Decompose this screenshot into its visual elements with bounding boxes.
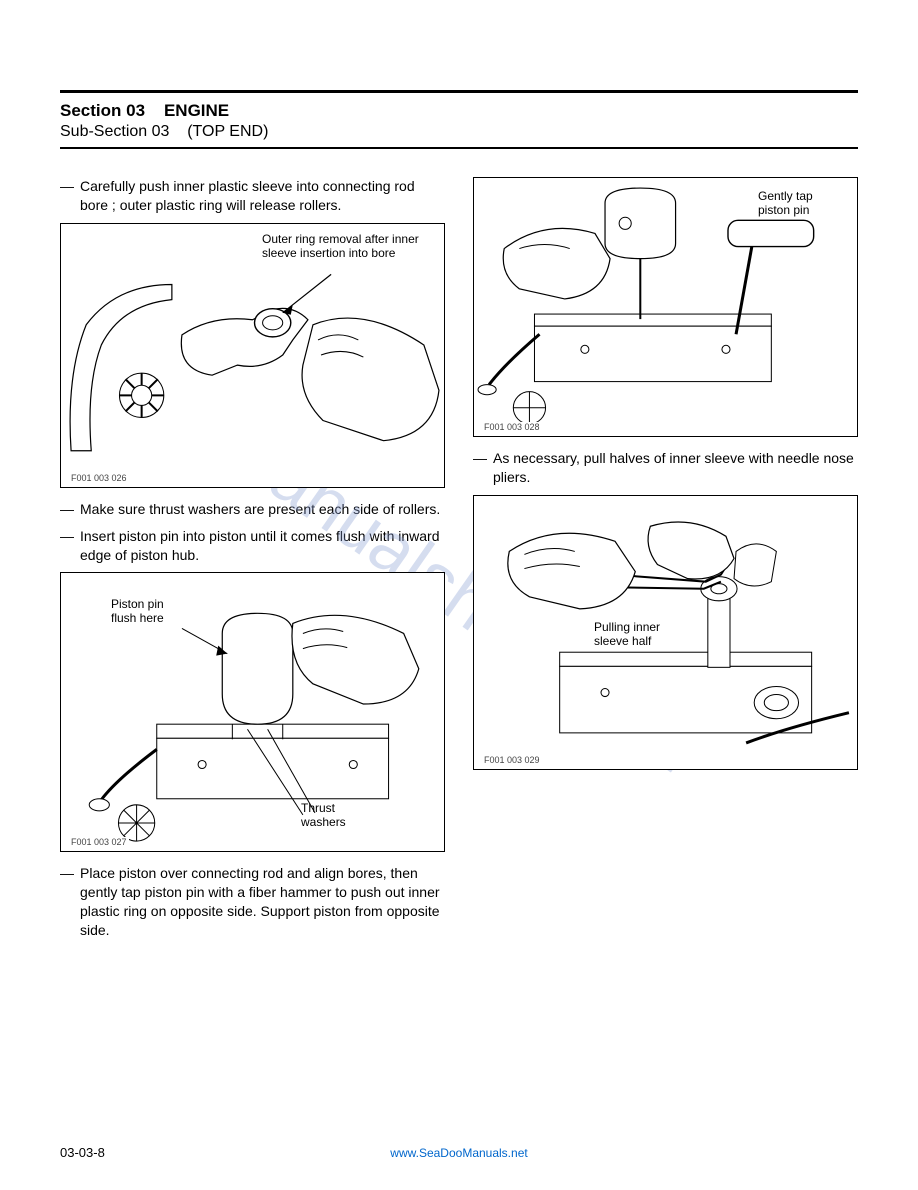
instruction-3: — Insert piston pin into piston until it… bbox=[60, 527, 445, 565]
instruction-5: — As necessary, pull halves of inner sle… bbox=[473, 449, 858, 487]
figure-2-code: F001 003 027 bbox=[69, 837, 129, 847]
subsection-label: Sub-Section 03 bbox=[60, 123, 169, 140]
instruction-text: As necessary, pull halves of inner sleev… bbox=[493, 449, 858, 487]
header: Section 03 ENGINE Sub-Section 03 (TOP EN… bbox=[60, 101, 858, 141]
subsection: Sub-Section 03 (TOP END) bbox=[60, 123, 858, 141]
figure-3-label: Gently tap piston pin bbox=[758, 190, 843, 218]
instruction-1: — Carefully push inner plastic sleeve in… bbox=[60, 177, 445, 215]
figure-4-code: F001 003 029 bbox=[482, 755, 542, 765]
instruction-4: — Place piston over connecting rod and a… bbox=[60, 864, 445, 940]
bullet-dash: — bbox=[60, 864, 74, 940]
bullet-dash: — bbox=[60, 177, 74, 215]
instruction-text: Carefully push inner plastic sleeve into… bbox=[80, 177, 445, 215]
section-label: Section 03 bbox=[60, 101, 145, 120]
figure-4: Pulling inner sleeve half F001 003 029 bbox=[473, 495, 858, 770]
figure-2-label-2: Thrust washers bbox=[301, 802, 371, 830]
rule-top bbox=[60, 90, 858, 93]
instruction-text: Make sure thrust washers are present eac… bbox=[80, 500, 440, 519]
subsection-name: (TOP END) bbox=[187, 123, 268, 140]
figure-1-code: F001 003 026 bbox=[69, 473, 129, 483]
left-column: — Carefully push inner plastic sleeve in… bbox=[60, 177, 445, 948]
figure-1-label: Outer ring removal after inner sleeve in… bbox=[262, 232, 432, 261]
rule-under-header bbox=[60, 147, 858, 149]
content-columns: — Carefully push inner plastic sleeve in… bbox=[60, 177, 858, 948]
figure-4-label: Pulling inner sleeve half bbox=[594, 621, 684, 649]
figure-3: Gently tap piston pin F001 003 028 bbox=[473, 177, 858, 437]
instruction-text: Place piston over connecting rod and ali… bbox=[80, 864, 445, 940]
bullet-dash: — bbox=[473, 449, 487, 487]
right-column: Gently tap piston pin F001 003 028 — As … bbox=[473, 177, 858, 948]
section-name: ENGINE bbox=[164, 101, 229, 120]
figure-1-svg bbox=[61, 224, 444, 491]
page-number: 03-03-8 bbox=[60, 1145, 105, 1160]
bullet-dash: — bbox=[60, 500, 74, 519]
figure-1: Outer ring removal after inner sleeve in… bbox=[60, 223, 445, 488]
footer-link: www.SeaDooManuals.net bbox=[390, 1146, 527, 1160]
instruction-text: Insert piston pin into piston until it c… bbox=[80, 527, 445, 565]
bullet-dash: — bbox=[60, 527, 74, 565]
instruction-2: — Make sure thrust washers are present e… bbox=[60, 500, 445, 519]
figure-2-label-1: Piston pin flush here bbox=[111, 598, 191, 626]
section-title: Section 03 ENGINE bbox=[60, 101, 858, 121]
figure-2: Piston pin flush here Thrust washers F00… bbox=[60, 572, 445, 852]
figure-3-code: F001 003 028 bbox=[482, 422, 542, 432]
